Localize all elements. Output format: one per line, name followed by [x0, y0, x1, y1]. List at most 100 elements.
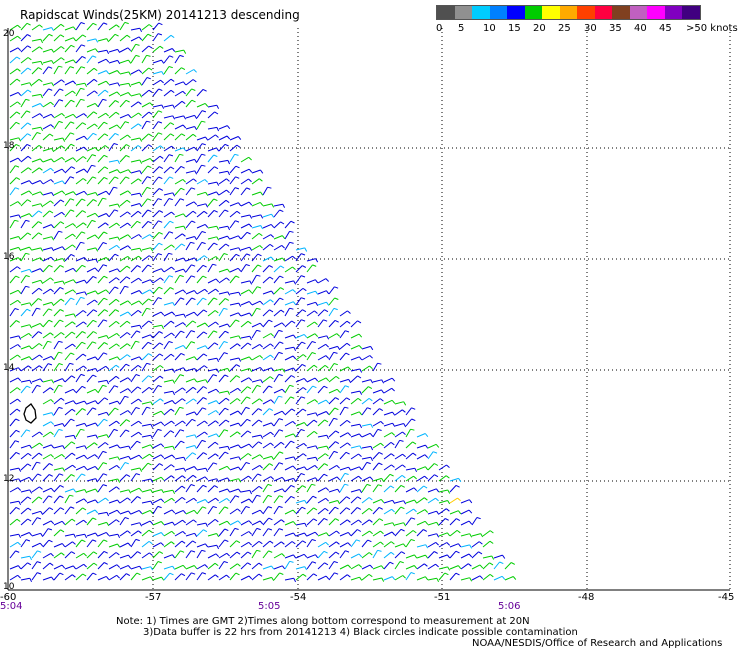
wind-barb — [493, 575, 503, 581]
wind-barb-flag — [16, 518, 21, 522]
wind-barb — [20, 67, 29, 75]
wind-barb — [75, 198, 83, 207]
wind-barb — [284, 231, 291, 240]
wind-barb-flag — [179, 54, 184, 58]
wind-barb-flag — [336, 530, 340, 534]
wind-barb — [75, 341, 83, 350]
wind-barb — [174, 387, 183, 394]
wind-barb-flag — [289, 307, 294, 310]
wind-barb — [317, 473, 325, 482]
wind-barb — [20, 286, 27, 295]
wind-barb — [20, 356, 30, 361]
wind-barb — [273, 374, 280, 383]
wind-barb — [295, 309, 303, 317]
wind-barb — [152, 188, 160, 196]
wind-barb-flag — [413, 565, 418, 569]
wind-barb — [196, 179, 206, 185]
wind-barb — [141, 55, 148, 64]
wind-barb — [86, 422, 96, 427]
wind-barb-flag — [271, 290, 275, 295]
wind-barb — [207, 562, 216, 570]
wind-barb-flag — [127, 92, 132, 96]
wind-barb — [75, 573, 84, 581]
wind-barb-flag — [58, 384, 63, 387]
wind-barb — [97, 462, 104, 471]
wind-barb-flag — [50, 421, 55, 425]
wind-barb — [20, 253, 27, 262]
wind-barb-flag — [403, 500, 407, 505]
wind-barb-flag — [402, 543, 407, 548]
wind-barb — [174, 398, 183, 405]
wind-barb-flag — [368, 552, 373, 556]
wind-barb-flag — [489, 530, 494, 534]
wind-barb — [328, 572, 335, 581]
wind-barb-flag — [48, 33, 53, 37]
wind-barb-flag — [104, 166, 109, 170]
wind-barb-flag — [136, 440, 141, 444]
wind-barb-flag — [48, 539, 53, 543]
wind-barb-flag — [116, 420, 120, 425]
wind-barb-flag — [358, 475, 362, 480]
wind-barb — [339, 352, 347, 361]
wind-barb-flag — [148, 386, 153, 391]
wind-barb-flag — [93, 111, 98, 115]
wind-barb — [328, 541, 337, 548]
wind-barb — [141, 279, 151, 284]
wind-barb-flag — [148, 529, 153, 533]
wind-barb — [273, 265, 281, 273]
wind-barb — [350, 411, 360, 416]
wind-barb-flag — [413, 475, 417, 480]
wind-barb-flag — [193, 178, 197, 182]
wind-barb-flag — [15, 418, 20, 422]
wind-barb — [185, 466, 195, 471]
wind-barb-flag — [203, 452, 208, 456]
wind-barb — [141, 67, 150, 75]
wind-barb-flag — [15, 550, 20, 553]
wind-barb — [152, 385, 159, 394]
wind-barb-flag — [369, 530, 373, 535]
wind-barb — [141, 341, 149, 350]
wind-barb — [229, 444, 239, 449]
wind-barb — [196, 420, 205, 427]
wind-barb-flag — [17, 299, 21, 304]
wind-barb-flag — [148, 67, 153, 71]
wind-barb — [152, 365, 161, 372]
wind-barb-flag — [80, 98, 85, 101]
wind-barb — [240, 430, 248, 438]
wind-barb-flag — [501, 575, 506, 580]
wind-barb-flag — [215, 420, 219, 424]
wind-barb-flag — [425, 444, 429, 449]
wind-barb-flag — [127, 256, 131, 260]
wind-barb-flag — [17, 398, 21, 403]
wind-barb — [317, 301, 327, 306]
wind-barb — [350, 553, 360, 559]
wind-barb — [119, 320, 128, 328]
wind-barb — [31, 203, 41, 207]
wind-barb-flag — [135, 340, 140, 343]
wind-barb — [97, 49, 107, 53]
wind-barb-flag — [489, 574, 494, 578]
wind-barb — [361, 462, 368, 471]
wind-barb-flag — [256, 384, 261, 388]
wind-barb-flag — [302, 453, 307, 457]
wind-barb — [108, 169, 118, 174]
wind-barb-flag — [115, 519, 120, 523]
wind-barb — [251, 225, 261, 229]
wind-barb — [262, 376, 271, 383]
wind-barb-flag — [161, 104, 165, 109]
wind-barb-flag — [26, 429, 31, 432]
wind-barb — [361, 407, 368, 416]
wind-barb-flag — [237, 235, 242, 240]
wind-barb — [86, 22, 94, 31]
wind-barb-flag — [72, 267, 77, 272]
wind-barb — [284, 307, 290, 317]
legend-label-0: 0 — [436, 23, 443, 34]
wind-barb-flag — [127, 47, 132, 52]
wind-barb-flag — [72, 223, 77, 227]
wind-barb-flag — [92, 572, 97, 576]
wind-barb — [174, 330, 182, 339]
wind-barb — [9, 236, 19, 240]
wind-barb-flag — [346, 507, 351, 511]
wind-barb — [20, 324, 30, 328]
wind-barb-flag — [293, 433, 297, 438]
